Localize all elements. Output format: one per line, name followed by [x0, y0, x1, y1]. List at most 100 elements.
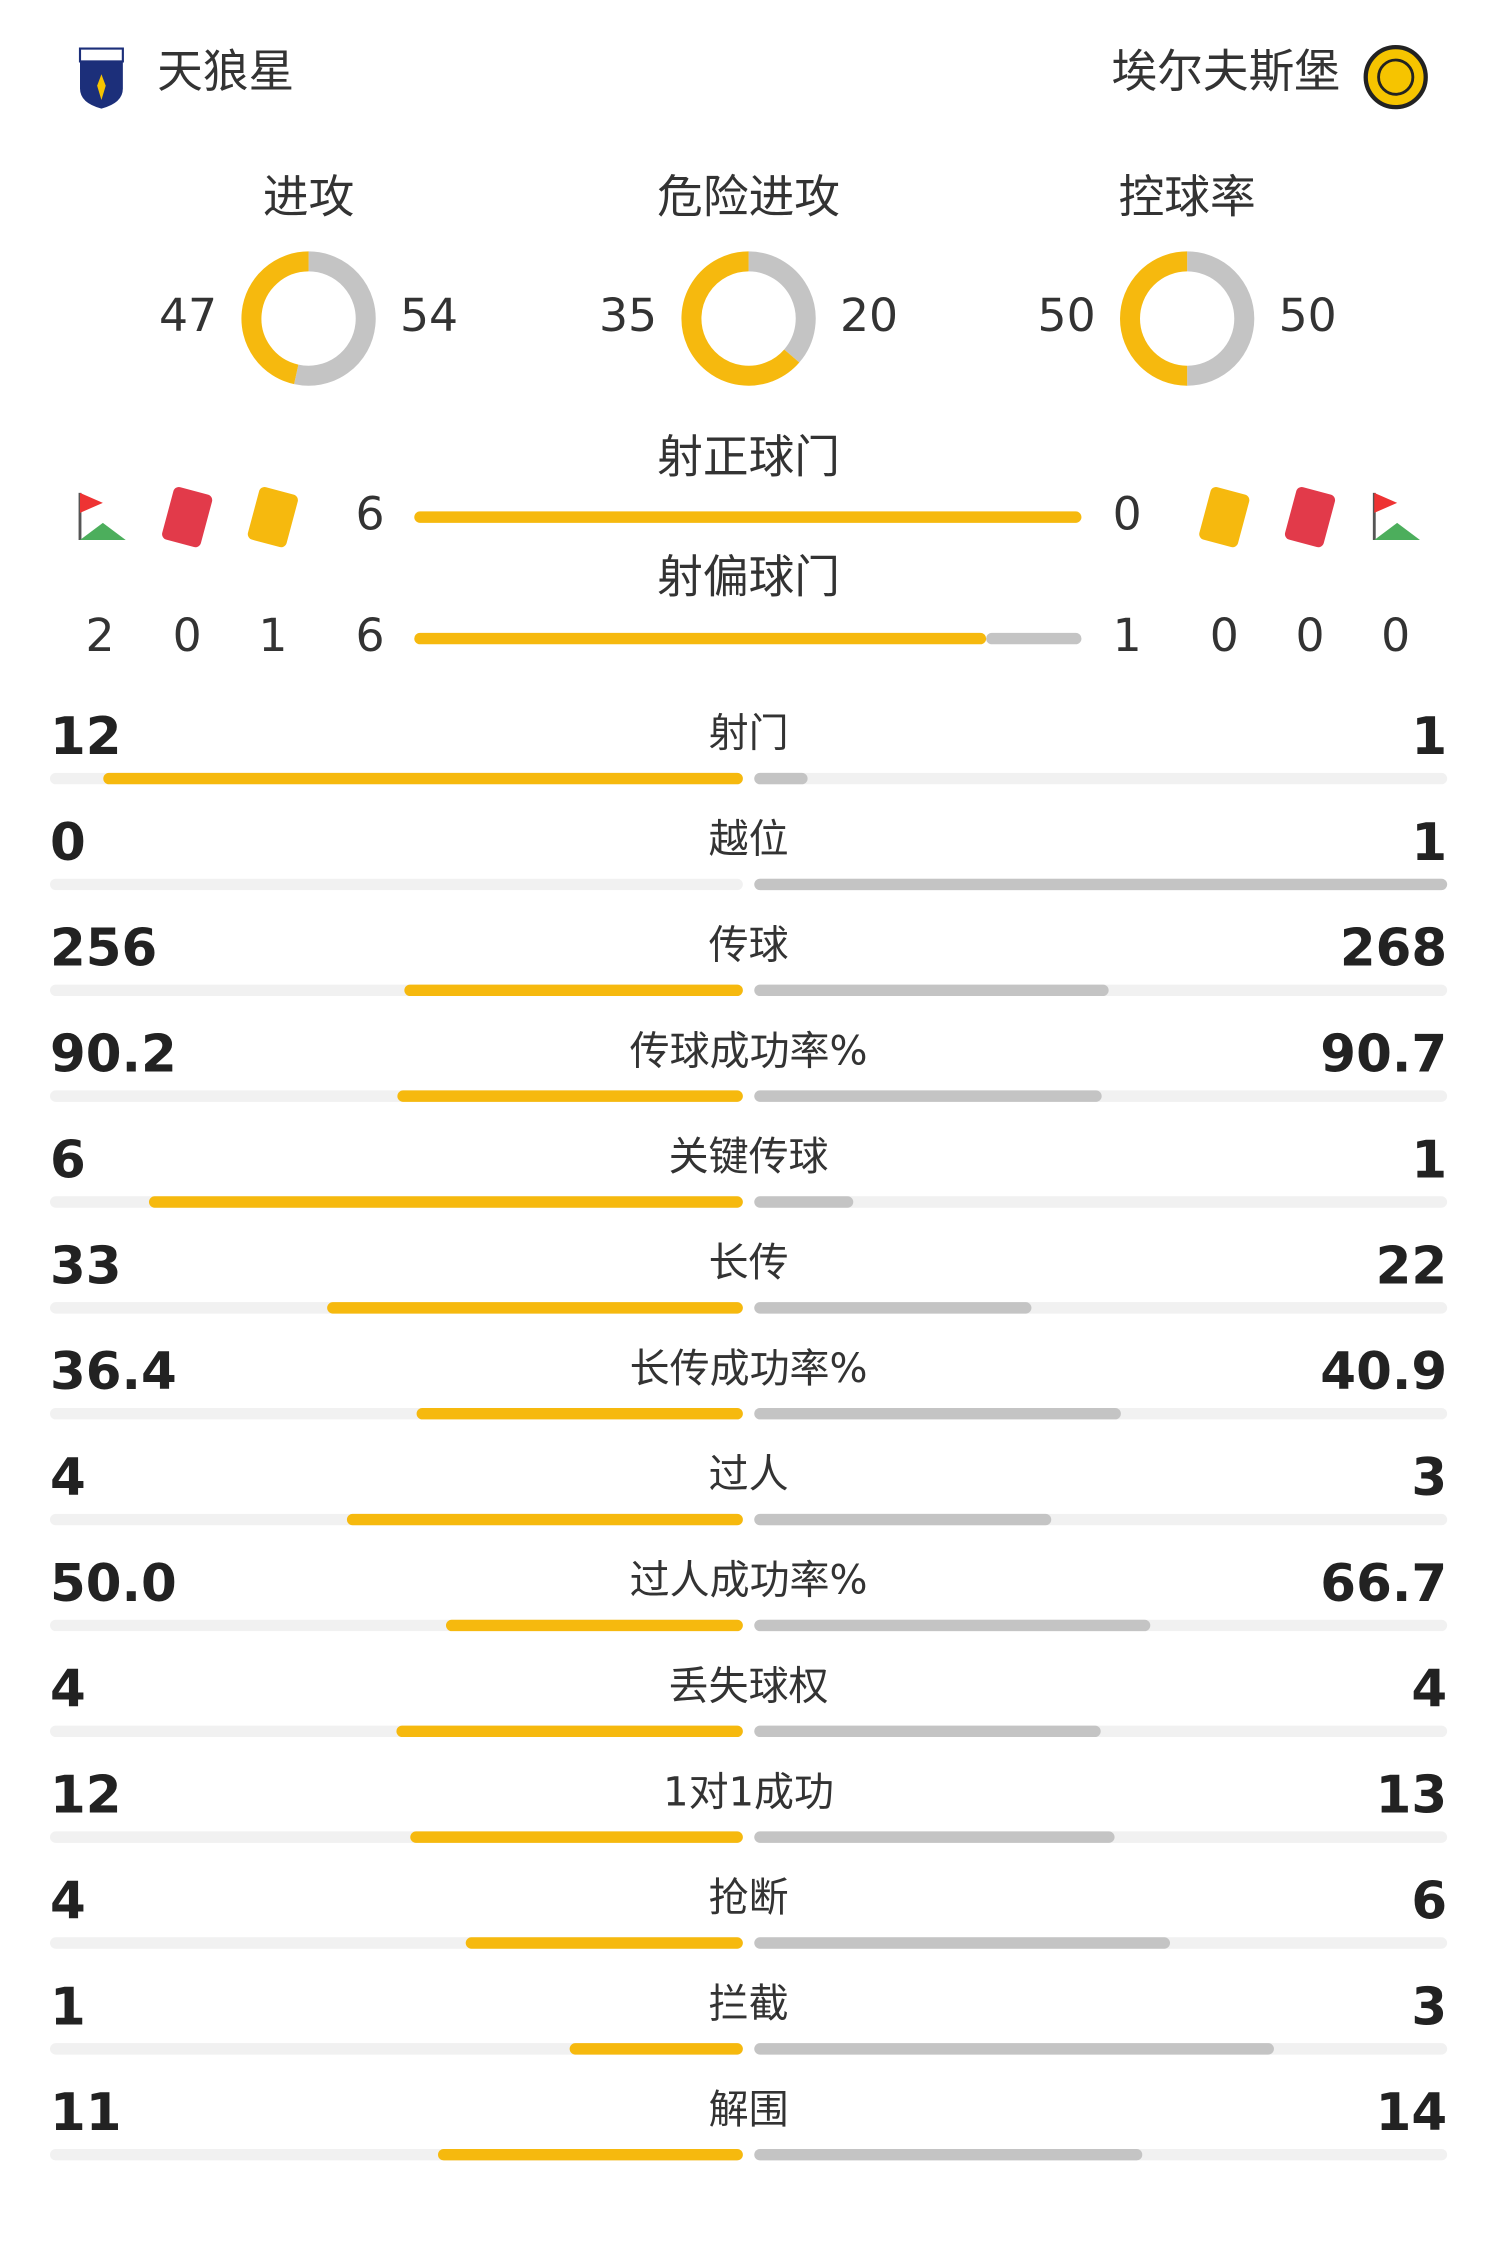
stat-name: 1对1成功: [663, 1769, 834, 1815]
stat-home-bar: [465, 1937, 743, 1949]
stat-name: 长传: [709, 1240, 789, 1286]
stat-away-bar: [754, 878, 1448, 891]
ring-home-value: 50: [1038, 289, 1096, 342]
away-event-count: 0: [1210, 609, 1239, 662]
shot-away-value: 1: [1113, 609, 1142, 662]
home-event-count: 2: [85, 609, 114, 662]
stat-name: 传球成功率%: [630, 1028, 868, 1074]
stat-name: 射门: [709, 711, 789, 757]
stat-track: [754, 772, 1448, 785]
stat-name: 传球: [709, 922, 789, 968]
ring-home-arc: [241, 251, 309, 385]
stat-home-value: 4: [50, 1871, 86, 1931]
stat-away-bar: [754, 1619, 1151, 1632]
stat-away-value: 1: [1411, 707, 1447, 767]
stat-away-bar: [754, 1302, 1032, 1314]
home-team: 天狼星: [157, 45, 294, 98]
stat-track: [50, 878, 743, 891]
away-team: 埃尔夫斯堡: [1111, 45, 1340, 98]
stat-away-bar: [754, 772, 808, 785]
stat-home-bar: [103, 772, 743, 785]
stat-home-bar: [438, 2149, 743, 2161]
stat-home-bar: [416, 1407, 743, 1420]
stat-away-value: 268: [1340, 919, 1447, 979]
stat-name: 丢失球权: [669, 1663, 829, 1709]
shot-title: 射偏球门: [657, 550, 840, 603]
stat-away-bar: [754, 1725, 1101, 1737]
ring-away-arc: [1186, 251, 1255, 386]
home-event-count: 0: [173, 609, 202, 662]
stat-name: 过人: [709, 1452, 789, 1498]
ring-away-value: 20: [840, 289, 898, 342]
stat-home-value: 6: [50, 1130, 86, 1190]
stat-away-value: 22: [1376, 1236, 1448, 1296]
stat-name: 过人成功率%: [630, 1558, 868, 1604]
ring-home-value: 35: [599, 289, 657, 342]
stat-home-value: 33: [50, 1236, 122, 1296]
stat-away-value: 40.9: [1320, 1342, 1447, 1402]
stat-track: [754, 1196, 1448, 1208]
stat-home-value: 4: [50, 1448, 86, 1508]
stat-away-bar: [754, 1196, 854, 1208]
stat-home-value: 256: [50, 919, 157, 979]
home-red-card-icon: [162, 487, 213, 548]
stat-home-value: 11: [50, 2083, 122, 2143]
away-event-count: 0: [1295, 609, 1324, 662]
stat-home-bar: [397, 1090, 743, 1102]
home-logo: [78, 47, 124, 109]
shot-home-value: 6: [355, 609, 384, 662]
stat-name: 越位: [709, 817, 789, 863]
stat-home-value: 36.4: [50, 1342, 177, 1402]
stat-away-value: 90.7: [1320, 1025, 1447, 1085]
home-event-count: 1: [258, 609, 287, 662]
stat-home-value: 12: [50, 707, 122, 767]
away-event-count: 0: [1381, 609, 1410, 662]
ring-away-value: 50: [1279, 289, 1337, 342]
stat-home-value: 0: [50, 813, 86, 873]
shot-home-value: 6: [355, 488, 384, 541]
shot-away-bar: [986, 632, 1082, 645]
stat-away-bar: [754, 1090, 1102, 1102]
stat-home-bar: [346, 1513, 743, 1526]
away-corner-icon: [1372, 492, 1420, 540]
shot-title: 射正球门: [657, 431, 840, 484]
home-corner-icon: [78, 492, 126, 540]
shot-away-value: 0: [1113, 488, 1142, 541]
away-yellow-card-icon: [1199, 487, 1250, 548]
stat-away-value: 3: [1411, 1977, 1447, 2037]
stat-away-bar: [754, 1937, 1170, 1949]
stat-name: 拦截: [709, 1981, 789, 2027]
stat-away-value: 6: [1411, 1871, 1447, 1931]
stat-away-bar: [754, 1831, 1115, 1843]
ring-title: 危险进攻: [657, 171, 840, 224]
stat-home-bar: [396, 1725, 743, 1737]
stat-name: 长传成功率%: [630, 1346, 868, 1392]
stat-name: 抢断: [709, 1875, 789, 1921]
stat-away-value: 3: [1411, 1448, 1447, 1508]
stat-home-value: 12: [50, 1766, 122, 1826]
ring-home-arc: [1120, 251, 1188, 386]
stat-name: 关键传球: [669, 1134, 829, 1180]
home-yellow-card-icon: [247, 487, 298, 548]
shot-home-bar: [414, 511, 1082, 523]
stat-away-value: 1: [1411, 1130, 1447, 1190]
stat-track: [50, 2043, 743, 2055]
stat-home-value: 90.2: [50, 1025, 177, 1085]
stat-home-value: 4: [50, 1660, 86, 1720]
stat-name: 解围: [709, 2087, 789, 2133]
away-red-card-icon: [1284, 487, 1336, 548]
stat-home-bar: [404, 984, 743, 996]
stat-away-bar: [754, 2149, 1143, 2161]
stat-away-bar: [754, 2043, 1274, 2055]
stat-home-bar: [148, 1196, 743, 1208]
stat-away-bar: [754, 1407, 1121, 1420]
ring-away-arc: [748, 251, 816, 363]
ring-away-value: 54: [400, 289, 458, 342]
stat-home-bar: [569, 2043, 743, 2055]
ring-home-value: 47: [159, 289, 217, 342]
stat-home-bar: [327, 1302, 743, 1314]
stat-home-bar: [410, 1831, 743, 1843]
ring-title: 进攻: [263, 171, 354, 224]
ring-title: 控球率: [1119, 171, 1256, 224]
